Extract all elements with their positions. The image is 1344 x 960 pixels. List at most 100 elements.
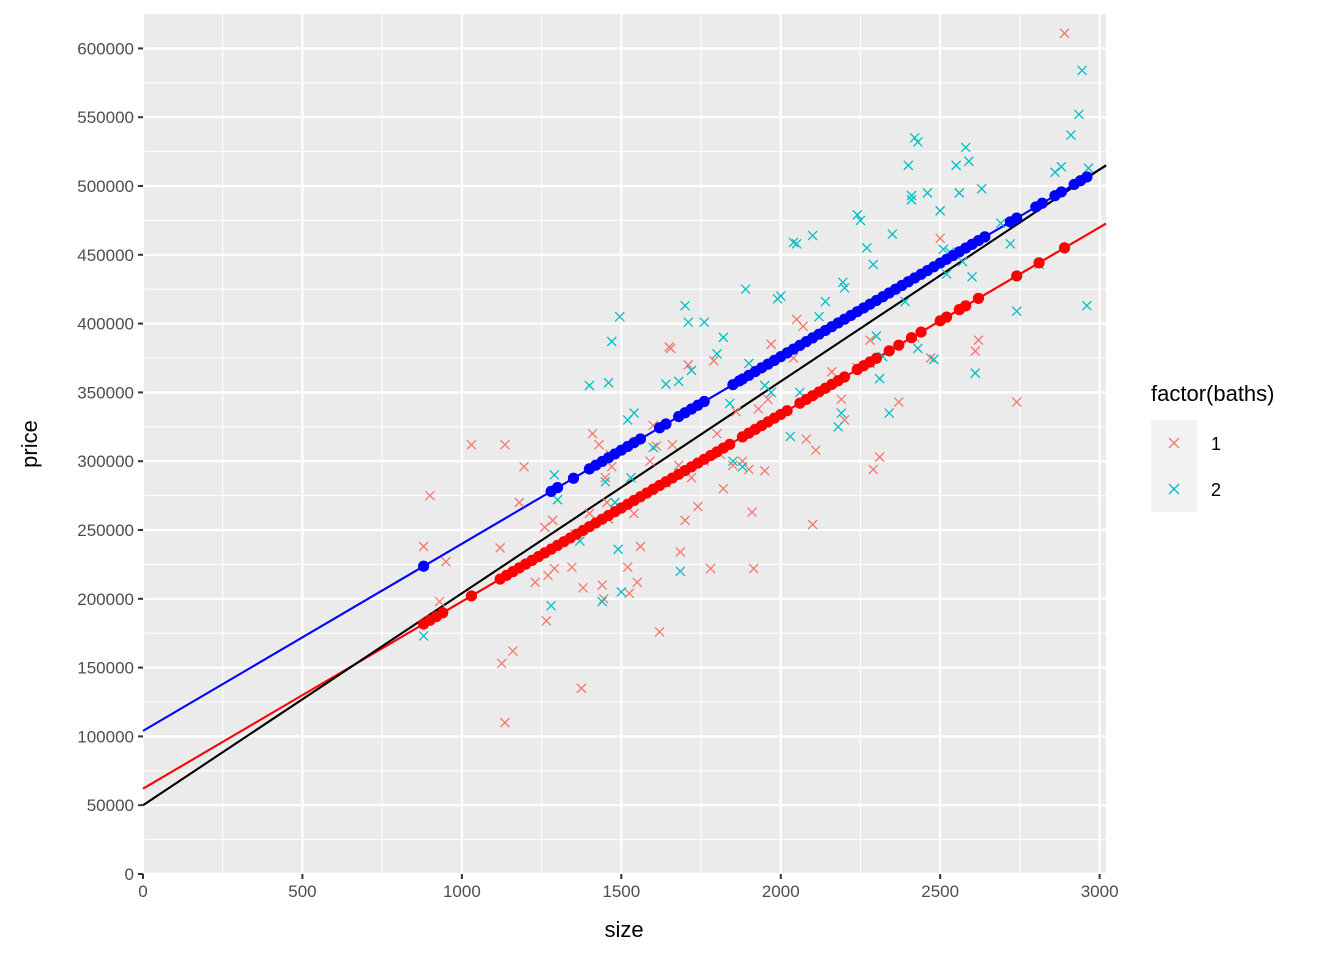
data-point-baths-2 — [957, 256, 968, 267]
data-point-baths-1 — [865, 335, 875, 346]
data-point-baths-2-stroke-b — [552, 494, 563, 505]
data-point-baths-2 — [935, 205, 946, 216]
data-point-baths-1-stroke-b — [496, 658, 507, 669]
data-point-baths-1-stroke-b — [549, 563, 560, 574]
data-point-baths-2-stroke-b — [960, 142, 971, 153]
data-point-baths-1 — [587, 428, 598, 439]
data-point-baths-1-stroke-b — [624, 588, 635, 599]
legend-key-2-marker — [1168, 483, 1180, 495]
legend-key-1-marker — [1168, 437, 1180, 449]
data-point-baths-1-stroke-b — [712, 428, 722, 439]
x-tick-label: 2000 — [762, 882, 800, 901]
data-point-baths-2 — [1083, 163, 1094, 174]
data-point-baths-2-stroke-b — [874, 373, 885, 384]
data-point-baths-2-stroke-b — [967, 271, 978, 282]
data-point-baths-1 — [539, 522, 550, 533]
overall-fit-line — [142, 164, 1107, 807]
data-point-baths-2-stroke-b — [903, 160, 914, 171]
data-point-baths-1-stroke-b — [584, 508, 595, 519]
data-point-baths-2 — [614, 311, 625, 322]
y-tick-label: 100000 — [77, 727, 134, 746]
data-point-baths-2 — [855, 215, 866, 226]
data-point-baths-1-stroke-b — [705, 563, 716, 574]
data-point-baths-2 — [675, 566, 686, 577]
data-point-baths-2 — [616, 586, 627, 597]
fitted-1-point — [781, 405, 793, 417]
data-point-baths-1-stroke-b — [499, 439, 510, 450]
data-point-baths-1-stroke-b — [692, 501, 703, 512]
y-tick-label: 500000 — [77, 177, 134, 196]
data-point-baths-2 — [839, 282, 850, 293]
data-point-baths-1 — [499, 439, 510, 450]
data-point-baths-1-stroke-b — [759, 465, 770, 476]
data-point-baths-1 — [935, 233, 946, 244]
data-point-baths-2-stroke-b — [855, 215, 866, 226]
y-tick-label: 550000 — [77, 108, 134, 127]
data-point-baths-2 — [552, 494, 563, 505]
data-point-baths-1-stroke-b — [865, 335, 875, 346]
data-point-baths-2 — [833, 421, 844, 432]
data-point-baths-2 — [680, 300, 691, 311]
data-point-baths-1 — [651, 441, 662, 452]
data-point-baths-1-stroke-b — [683, 359, 694, 370]
data-point-baths-2-stroke-b — [836, 408, 847, 418]
legend-title: factor(baths) — [1151, 381, 1275, 406]
data-point-baths-1-stroke-b — [925, 353, 936, 363]
data-point-baths-1 — [635, 541, 646, 552]
data-point-baths-2 — [788, 237, 799, 248]
data-point-baths-1-stroke-b — [440, 556, 451, 567]
data-point-baths-1 — [925, 353, 936, 363]
data-point-baths-2 — [718, 332, 729, 343]
data-point-baths-1-stroke-b — [566, 562, 577, 573]
data-point-baths-1-stroke-b — [578, 582, 589, 593]
data-point-baths-2 — [941, 269, 952, 280]
data-point-baths-2-stroke-b — [549, 470, 560, 480]
data-point-baths-1-stroke-b — [541, 615, 552, 626]
data-point-baths-2 — [603, 377, 614, 388]
data-point-baths-1 — [826, 366, 837, 377]
data-point-baths-1 — [836, 394, 847, 405]
data-point-baths-1 — [675, 547, 686, 557]
data-point-baths-1-stroke-b — [434, 596, 445, 607]
data-point-baths-1-stroke-b — [801, 434, 812, 445]
data-point-baths-2 — [1065, 130, 1076, 141]
data-point-baths-1 — [541, 615, 552, 626]
x-axis: 0 500 1000 1500 2000 2500 3000 — [138, 874, 1119, 901]
data-point-baths-2 — [613, 544, 624, 555]
data-point-baths-1 — [680, 515, 691, 526]
data-point-baths-1 — [810, 445, 821, 456]
data-point-baths-1-stroke-b — [798, 321, 809, 332]
data-point-baths-1-stroke-b — [747, 507, 758, 518]
data-point-baths-2-stroke-b — [1073, 109, 1084, 120]
data-point-baths-2-stroke-b — [609, 497, 620, 508]
data-point-baths-2-stroke-b — [941, 269, 952, 280]
data-point-baths-1 — [425, 490, 435, 501]
data-point-baths-2 — [903, 160, 914, 171]
data-point-baths-2-stroke-b — [743, 358, 754, 369]
fitted-1-point — [972, 292, 985, 304]
data-point-baths-2 — [686, 365, 697, 376]
data-point-baths-2 — [597, 596, 608, 607]
data-point-baths-2-stroke-b — [614, 311, 625, 322]
data-point-baths-2-stroke-b — [724, 398, 735, 409]
data-point-baths-1-stroke-b — [686, 472, 697, 483]
data-point-baths-2 — [743, 358, 754, 369]
data-point-baths-1-stroke-b — [810, 445, 821, 456]
data-point-baths-1 — [597, 580, 608, 590]
data-point-baths-1 — [594, 439, 604, 450]
data-point-baths-2-stroke-b — [794, 387, 805, 398]
data-point-baths-1 — [665, 343, 676, 354]
data-point-baths-2 — [912, 343, 923, 354]
data-point-baths-2 — [683, 317, 694, 328]
fitted-1-point — [465, 590, 478, 602]
fitted-1-point — [1011, 270, 1023, 282]
data-point-baths-2-stroke-b — [900, 296, 911, 307]
data-point-baths-2-stroke-b — [1083, 163, 1094, 174]
data-point-baths-2-stroke-b — [629, 408, 640, 418]
data-point-baths-1 — [622, 562, 633, 573]
data-point-baths-1 — [466, 439, 477, 450]
data-point-baths-2-stroke-b — [912, 137, 923, 147]
data-point-baths-1 — [667, 439, 678, 450]
data-point-baths-1 — [973, 335, 984, 346]
